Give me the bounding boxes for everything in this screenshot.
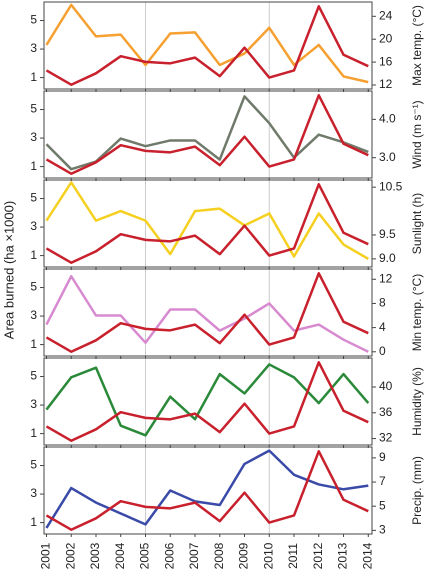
y-tick-label: 3 bbox=[30, 308, 37, 322]
data-line bbox=[45, 3, 369, 84]
data-line bbox=[45, 272, 369, 353]
y-tick-label: 3 bbox=[30, 486, 37, 500]
y-tick-label: 3 bbox=[30, 130, 37, 144]
y2-tick-label: 16 bbox=[379, 54, 393, 68]
panel-frame bbox=[43, 357, 373, 446]
x-tick-label: 2012 bbox=[311, 542, 325, 569]
x-tick-label: 2011 bbox=[286, 543, 300, 569]
data-line bbox=[45, 275, 369, 353]
y2-tick-label: 24 bbox=[379, 8, 393, 22]
y2-tick-label: 4.0 bbox=[379, 112, 396, 126]
x-tick-label: 2003 bbox=[88, 542, 102, 569]
data-line bbox=[45, 5, 369, 86]
y2-axis-label: Wind (m s⁻¹) bbox=[410, 100, 424, 168]
y2-axis-label: Humidity (%) bbox=[410, 367, 424, 436]
x-tick-label: 2010 bbox=[261, 542, 275, 569]
y-tick-label: 1 bbox=[30, 159, 37, 173]
y-tick-label: 5 bbox=[30, 191, 37, 205]
y2-tick-label: 9.0 bbox=[379, 251, 396, 265]
y2-tick-label: 3 bbox=[379, 523, 386, 537]
y-tick-label: 5 bbox=[30, 13, 37, 27]
y2-tick-label: 10.5 bbox=[379, 179, 403, 193]
y2-tick-label: 36 bbox=[379, 405, 393, 419]
x-tick-label: 2002 bbox=[63, 542, 77, 569]
y-tick-label: 3 bbox=[30, 41, 37, 55]
data-line bbox=[45, 183, 369, 264]
y2-axis-label: Min temp. (°C) bbox=[410, 274, 424, 351]
y-tick-label: 5 bbox=[30, 102, 37, 116]
y-tick-label: 5 bbox=[30, 458, 37, 472]
y2-tick-label: 20 bbox=[379, 31, 393, 45]
y2-tick-label: 7 bbox=[379, 474, 386, 488]
panel-frame bbox=[43, 268, 373, 357]
x-tick-label: 2007 bbox=[187, 542, 201, 569]
y2-tick-label: 12 bbox=[379, 77, 393, 91]
x-tick-label: 2013 bbox=[336, 542, 350, 569]
y-tick-label: 1 bbox=[30, 426, 37, 440]
y2-axis-label: Sunlight (h) bbox=[410, 193, 424, 254]
y2-tick-label: 0 bbox=[379, 344, 386, 358]
y-tick-label: 3 bbox=[30, 219, 37, 233]
data-line bbox=[45, 363, 370, 437]
panel-frame bbox=[43, 1, 373, 90]
y-tick-label: 1 bbox=[30, 70, 37, 84]
x-tick-label: 2014 bbox=[360, 542, 374, 569]
y-tick-label: 5 bbox=[30, 369, 37, 383]
y-tick-label: 5 bbox=[30, 280, 37, 294]
x-tick-label: 2006 bbox=[162, 542, 176, 569]
y2-axis-label: Max temp. (°C) bbox=[410, 5, 424, 86]
y-tick-label: 3 bbox=[30, 397, 37, 411]
y2-tick-label: 12 bbox=[379, 271, 393, 285]
data-line bbox=[45, 450, 369, 531]
x-tick-label: 2008 bbox=[212, 542, 226, 569]
y2-tick-label: 32 bbox=[379, 431, 393, 445]
data-line bbox=[45, 449, 369, 529]
y2-tick-label: 3.0 bbox=[379, 150, 396, 164]
y-tick-label: 1 bbox=[30, 515, 37, 529]
y2-tick-label: 9.5 bbox=[379, 227, 396, 241]
data-line bbox=[45, 181, 369, 260]
y2-tick-label: 9 bbox=[379, 450, 386, 464]
y2-tick-label: 5 bbox=[379, 498, 386, 512]
y-axis-label: Area burned (ha ×1000) bbox=[1, 201, 16, 339]
y2-tick-label: 8 bbox=[379, 296, 386, 310]
data-line bbox=[45, 95, 369, 171]
x-tick-label: 2009 bbox=[237, 542, 251, 569]
panel-frame bbox=[43, 90, 373, 179]
panel-frame bbox=[43, 446, 373, 535]
y2-axis-label: Precip. (mm) bbox=[410, 456, 424, 525]
data-line bbox=[45, 361, 369, 442]
x-tick-label: 2005 bbox=[138, 542, 152, 569]
y2-tick-label: 4 bbox=[379, 320, 386, 334]
y-tick-label: 1 bbox=[30, 248, 37, 262]
x-tick-label: 2004 bbox=[113, 542, 127, 569]
y-tick-label: 1 bbox=[30, 337, 37, 351]
panel-frame bbox=[43, 179, 373, 268]
y2-tick-label: 40 bbox=[379, 379, 393, 393]
data-line bbox=[45, 94, 369, 175]
x-tick-label: 2001 bbox=[39, 542, 53, 569]
